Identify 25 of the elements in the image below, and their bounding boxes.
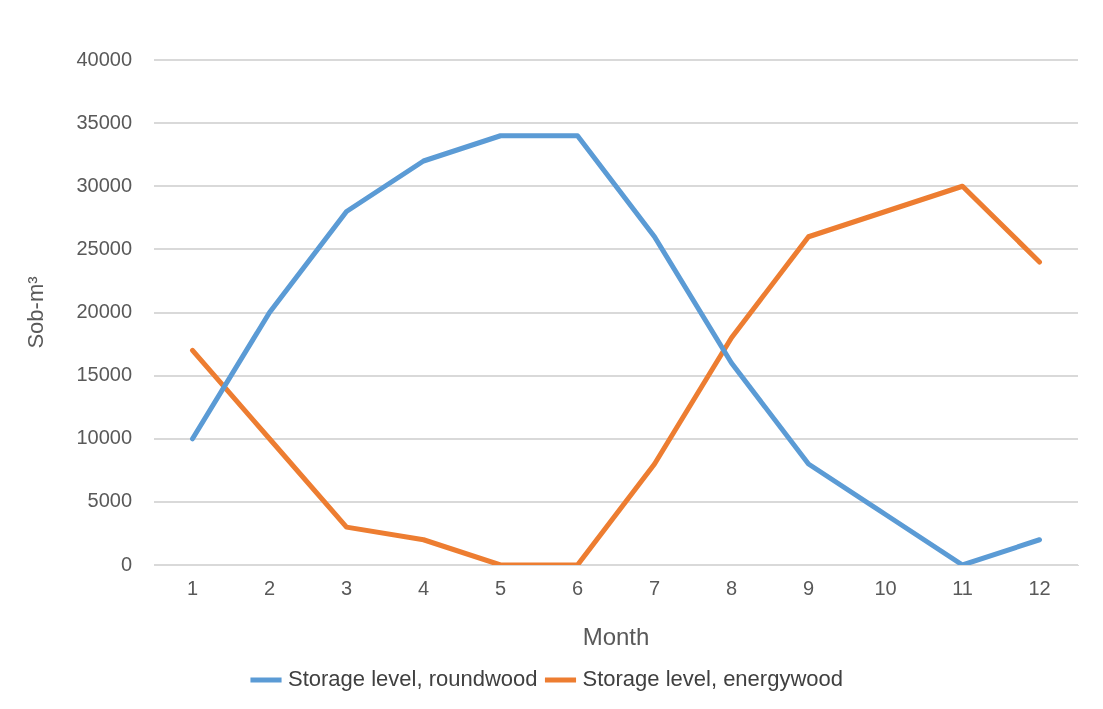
x-tick-label: 11 (952, 576, 973, 599)
x-tick-label: 5 (494, 576, 507, 599)
y-tick-label: 0 (120, 552, 133, 575)
legend-label: Storage level, energywood (582, 666, 843, 692)
y-tick-label: 20000 (76, 300, 133, 323)
y-tick-label: 25000 (76, 236, 133, 259)
x-tick-label: 1 (186, 576, 199, 599)
y-tick-label: 15000 (76, 363, 133, 386)
x-tick-label: 7 (648, 576, 661, 599)
x-tick-label: 9 (802, 576, 815, 599)
y-tick-label: 35000 (76, 110, 133, 133)
y-tick-label: 10000 (76, 426, 133, 449)
legend-label: Storage level, roundwood (288, 666, 538, 692)
x-tick-label: 4 (417, 576, 430, 599)
x-axis-title: Month (582, 623, 650, 651)
x-tick-label: 12 (1028, 576, 1051, 599)
y-tick-label: 30000 (76, 173, 133, 196)
x-tick-label: 8 (725, 576, 738, 599)
y-tick-label: 40000 (76, 47, 133, 70)
x-tick-label: 2 (263, 576, 276, 599)
x-tick-label: 3 (340, 576, 353, 599)
y-tick-label: 5000 (87, 489, 133, 512)
x-tick-label: 6 (571, 576, 584, 599)
x-tick-label: 10 (874, 576, 897, 599)
y-axis-title: Sob-m³ (23, 276, 49, 349)
